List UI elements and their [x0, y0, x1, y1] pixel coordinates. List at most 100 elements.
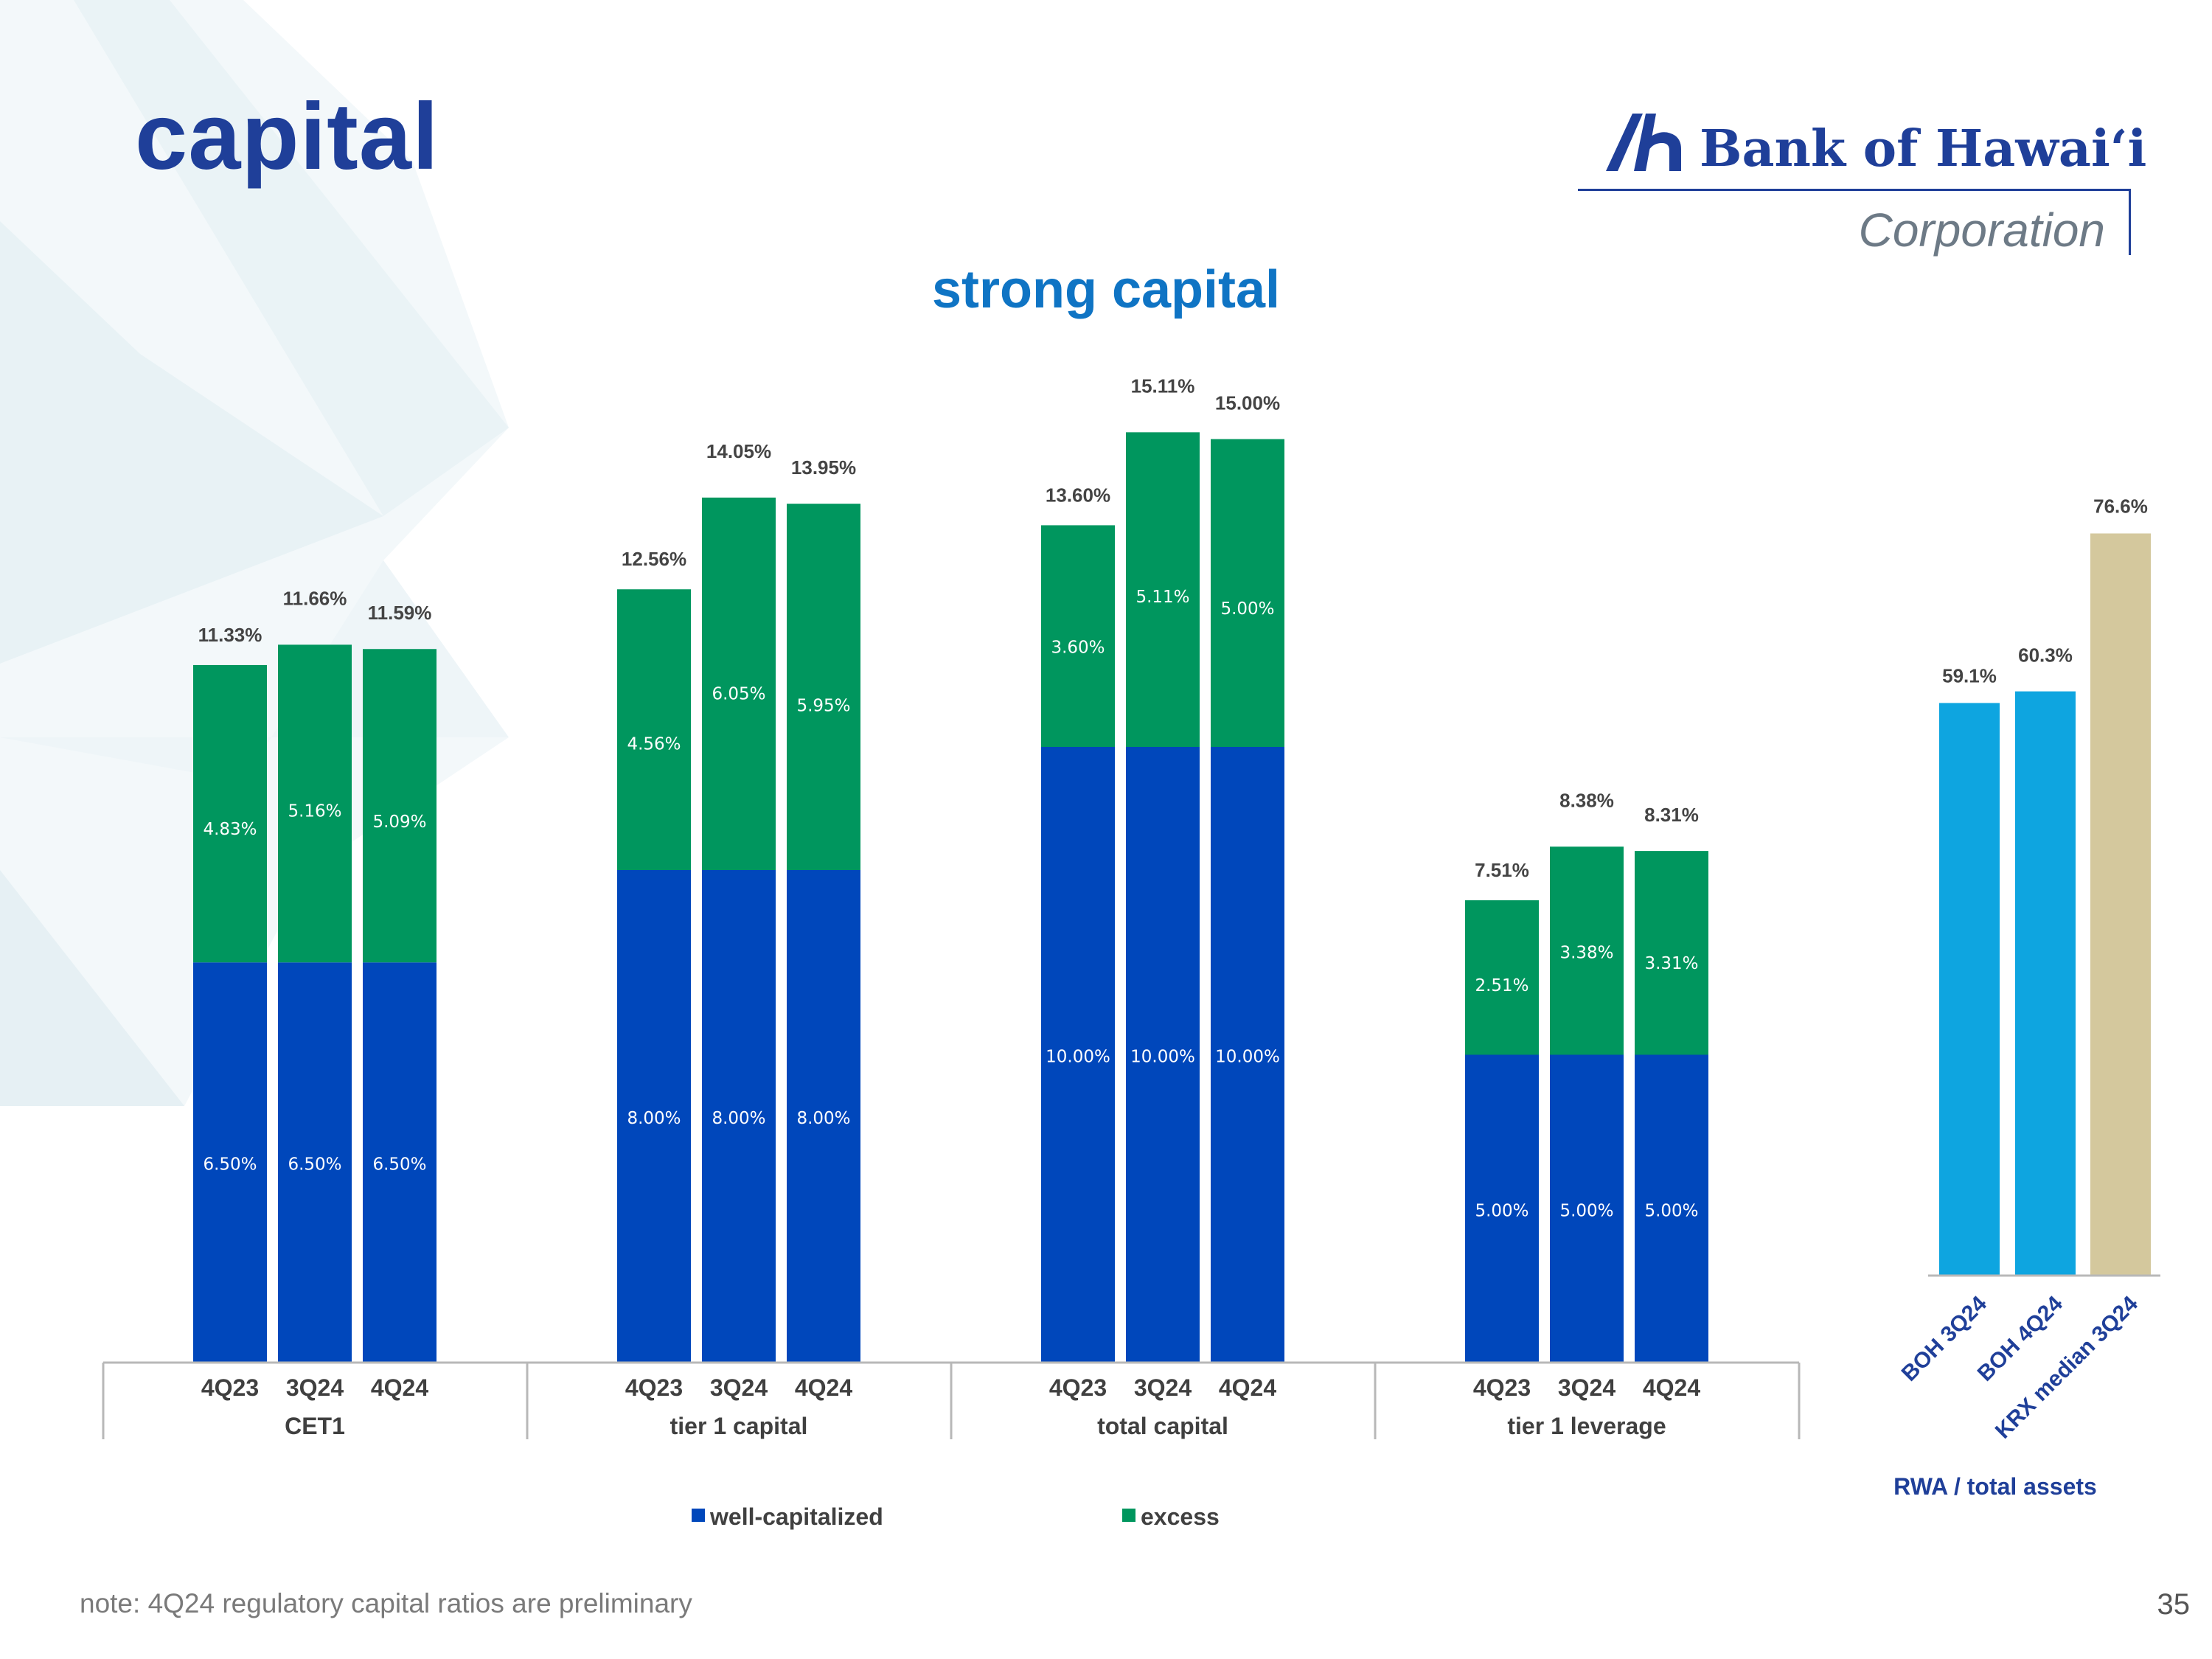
bar-excess: [1550, 846, 1624, 1055]
data-label-excess: 2.51%: [1475, 976, 1528, 995]
data-label-well-capitalized: 10.00%: [1215, 1048, 1280, 1067]
x-tick-label: 4Q24: [1643, 1374, 1700, 1401]
bar-well-capitalized: [363, 962, 437, 1363]
footnote: note: 4Q24 regulatory capital ratios are…: [80, 1588, 692, 1618]
data-label-total: 15.11%: [1131, 375, 1195, 397]
bank-logo-icon: [1606, 114, 1681, 171]
bar-excess: [1635, 851, 1708, 1055]
logo-vertical-rule: [2129, 189, 2131, 255]
logo-subtitle: Corporation: [1858, 204, 2105, 257]
data-label-well-capitalized: 6.50%: [372, 1155, 426, 1175]
data-label-excess: 5.95%: [796, 696, 850, 715]
bar-excess: [1041, 525, 1115, 747]
data-label-rwa: 59.1%: [1942, 664, 1997, 686]
legend-label-well-capitalized: well-capitalized: [709, 1503, 883, 1530]
bar-well-capitalized: [702, 870, 776, 1363]
bar-rwa-ratio: [2090, 533, 2151, 1276]
data-label-excess: 5.11%: [1135, 588, 1189, 607]
logo-rule: [1578, 189, 2131, 191]
data-label-well-capitalized: 8.00%: [627, 1109, 681, 1128]
data-label-well-capitalized: 10.00%: [1046, 1048, 1110, 1067]
data-label-excess: 5.00%: [1220, 599, 1274, 619]
bar-well-capitalized: [1635, 1054, 1708, 1363]
data-label-rwa: 76.6%: [2093, 495, 2148, 517]
company-logo: Bank of Hawai‘i Corporation: [1578, 103, 2146, 265]
bar-excess: [363, 649, 437, 963]
x-tick-label: 4Q24: [371, 1374, 428, 1401]
x-group-label: tier 1 leverage: [1507, 1413, 1666, 1439]
bar-well-capitalized: [193, 962, 267, 1363]
data-label-well-capitalized: 10.00%: [1130, 1048, 1195, 1067]
x-group-label: total capital: [1097, 1413, 1228, 1439]
data-label-total: 12.56%: [622, 548, 686, 570]
data-label-excess: 6.05%: [712, 685, 765, 704]
data-label-well-capitalized: 5.00%: [1559, 1201, 1613, 1220]
bar-well-capitalized: [278, 962, 352, 1363]
bar-rwa-ratio: [2015, 691, 2076, 1276]
data-label-well-capitalized: 5.00%: [1475, 1201, 1528, 1220]
data-label-total: 13.95%: [791, 456, 856, 479]
page-title: capital: [135, 84, 439, 189]
side-x-tick-label: KRX median 3Q24: [1991, 1291, 2143, 1443]
x-tick-label: 4Q23: [1049, 1374, 1107, 1401]
bar-well-capitalized: [1550, 1054, 1624, 1363]
data-label-total: 11.59%: [368, 602, 432, 624]
data-label-total: 8.38%: [1559, 789, 1614, 811]
bar-excess: [278, 644, 352, 963]
chart-title: strong capital: [931, 260, 1281, 319]
data-label-well-capitalized: 6.50%: [203, 1155, 257, 1175]
data-label-total: 11.33%: [198, 624, 262, 646]
data-label-excess: 5.16%: [288, 801, 341, 821]
x-tick-label: 3Q24: [1558, 1374, 1615, 1401]
data-label-total: 13.60%: [1046, 484, 1110, 506]
data-label-total: 15.00%: [1215, 392, 1280, 414]
page-number: 35: [2157, 1588, 2191, 1621]
side-chart-axis-title: RWA / total assets: [1893, 1473, 2097, 1500]
background-star-decoration: [0, 0, 509, 1106]
data-label-excess: 3.31%: [1644, 954, 1698, 973]
bar-rwa-ratio: [1939, 703, 2000, 1276]
data-label-rwa: 60.3%: [2018, 644, 2073, 667]
data-label-well-capitalized: 8.00%: [712, 1109, 765, 1128]
bar-excess: [193, 664, 267, 963]
bar-excess: [787, 504, 860, 870]
bar-well-capitalized: [1126, 747, 1200, 1363]
bar-excess: [1465, 900, 1539, 1055]
data-label-excess: 3.38%: [1559, 943, 1613, 962]
bar-well-capitalized: [787, 870, 860, 1363]
x-tick-label: 3Q24: [286, 1374, 344, 1401]
data-label-well-capitalized: 6.50%: [288, 1155, 341, 1175]
bar-excess: [702, 497, 776, 870]
data-label-excess: 3.60%: [1051, 639, 1105, 658]
x-tick-label: 4Q23: [201, 1374, 259, 1401]
bar-excess: [1126, 432, 1200, 747]
x-tick-label: 3Q24: [1134, 1374, 1192, 1401]
data-label-well-capitalized: 8.00%: [796, 1109, 850, 1128]
legend-swatch-excess: [1122, 1509, 1135, 1522]
data-label-excess: 4.83%: [203, 820, 257, 839]
data-label-total: 8.31%: [1644, 804, 1699, 826]
legend-label-excess: excess: [1141, 1503, 1220, 1530]
data-label-total: 14.05%: [706, 440, 771, 462]
x-tick-label: 4Q23: [625, 1374, 683, 1401]
bar-well-capitalized: [1465, 1054, 1539, 1363]
x-tick-label: 3Q24: [710, 1374, 768, 1401]
x-group-label: CET1: [285, 1413, 345, 1439]
legend-swatch-well-capitalized: [692, 1509, 705, 1522]
data-label-total: 7.51%: [1475, 859, 1529, 881]
x-tick-label: 4Q23: [1473, 1374, 1531, 1401]
bar-well-capitalized: [1211, 747, 1284, 1363]
data-label-total: 11.66%: [283, 587, 347, 609]
data-label-excess: 4.56%: [627, 735, 681, 754]
data-label-excess: 5.09%: [372, 813, 426, 832]
bar-well-capitalized: [617, 870, 691, 1363]
x-tick-label: 4Q24: [795, 1374, 852, 1401]
bar-excess: [617, 589, 691, 870]
bar-excess: [1211, 439, 1284, 747]
logo-name: Bank of Hawai‘i: [1700, 119, 2147, 178]
bar-well-capitalized: [1041, 747, 1115, 1363]
data-label-well-capitalized: 5.00%: [1644, 1201, 1698, 1220]
x-group-label: tier 1 capital: [670, 1413, 808, 1439]
x-tick-label: 4Q24: [1219, 1374, 1276, 1401]
